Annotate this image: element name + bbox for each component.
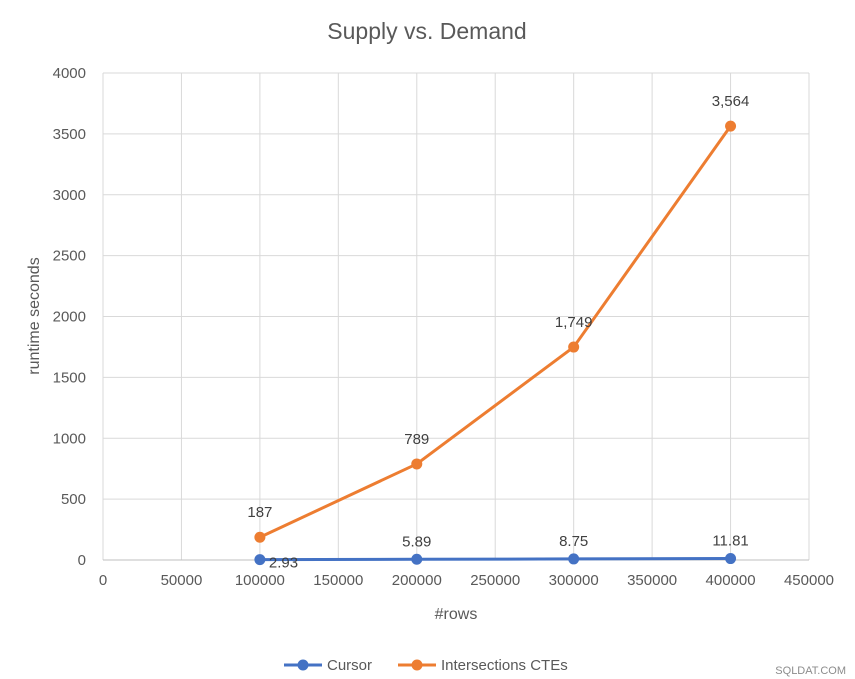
- y-tick-label: 3500: [53, 126, 86, 143]
- watermark: SQLDAT.COM: [775, 665, 846, 677]
- data-point-intersections-ctes: [411, 458, 423, 470]
- y-tick-label: 2500: [53, 248, 86, 265]
- y-tick-label: 1500: [53, 369, 86, 386]
- data-label-intersections-ctes: 187: [247, 504, 272, 521]
- x-tick-label: 100000: [235, 572, 285, 589]
- y-tick-label: 1000: [53, 430, 86, 447]
- series-line-cursor: [259, 557, 731, 562]
- x-axis-label: #rows: [435, 606, 478, 623]
- data-point-cursor: [725, 553, 737, 565]
- x-tick-label: 200000: [392, 572, 442, 589]
- series-line-intersections-ctes: [259, 125, 732, 539]
- legend-label-intersections-ctes: Intersections CTEs: [441, 657, 568, 674]
- x-tick-label: 350000: [627, 572, 677, 589]
- data-point-cursor: [254, 554, 266, 566]
- y-tick-label: 3000: [53, 187, 86, 204]
- y-axis-label: runtime seconds: [26, 257, 43, 374]
- data-label-intersections-ctes: 1,749: [555, 314, 593, 331]
- x-tick-label: 50000: [161, 572, 203, 589]
- chart-title: Supply vs. Demand: [327, 18, 526, 44]
- y-tick-label: 500: [61, 491, 86, 508]
- data-label-cursor: 5.89: [402, 533, 431, 550]
- x-tick-label: 400000: [706, 572, 756, 589]
- grid: [102, 72, 810, 561]
- data-label-cursor: 11.81: [712, 533, 748, 550]
- series-layer: [254, 120, 737, 566]
- data-point-cursor: [411, 553, 423, 565]
- x-tick-label: 450000: [784, 572, 834, 589]
- y-tick-label: 4000: [53, 65, 86, 82]
- data-point-intersections-ctes: [568, 341, 580, 353]
- data-point-intersections-ctes: [254, 531, 266, 543]
- x-tick-label: 150000: [313, 572, 363, 589]
- data-point-cursor: [568, 553, 580, 565]
- data-point-intersections-ctes: [725, 120, 737, 132]
- x-tick-label: 0: [99, 572, 107, 589]
- data-label-cursor: 8.75: [559, 533, 588, 550]
- x-tick-label: 250000: [470, 572, 520, 589]
- x-tick-label: 300000: [549, 572, 599, 589]
- axes: 0 500 1000 1500 2000 2500 3000 3500 4000 0 50000 10…: [53, 65, 834, 589]
- legend-swatch-marker-cursor: [297, 659, 309, 671]
- legend-label-cursor: Cursor: [327, 657, 372, 674]
- legend-swatch-marker-intersections-ctes: [411, 659, 423, 671]
- data-label-intersections-ctes: 3,564: [712, 93, 750, 110]
- data-labels: 2.93 5.89 8.75 11.81 187 789 1,749 3,564: [247, 93, 749, 572]
- data-label-intersections-ctes: 789: [404, 431, 429, 448]
- y-tick-label: 0: [78, 552, 86, 569]
- legend: Cursor Intersections CTEs: [284, 657, 568, 674]
- y-tick-label: 2000: [53, 309, 86, 326]
- data-label-cursor: 2.93: [269, 555, 298, 572]
